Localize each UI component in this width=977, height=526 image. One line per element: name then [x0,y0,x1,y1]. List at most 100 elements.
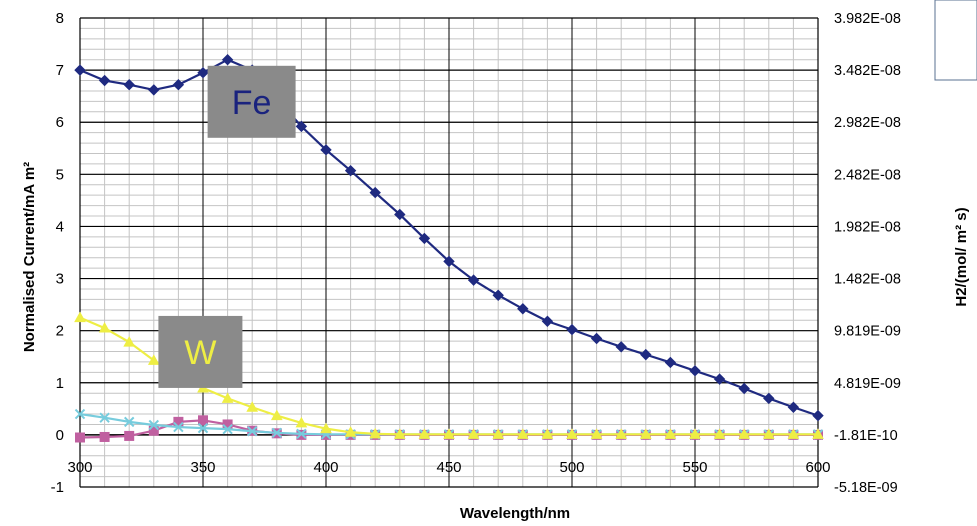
data-point-stroke [148,419,160,431]
y-tick-label: 2 [56,323,64,340]
y-tick-label: 0 [56,427,64,444]
data-point [738,382,750,395]
y-tick-label: 3 [56,271,64,288]
data-point [590,332,603,345]
data-point [344,164,357,177]
y-tick-label: -1 [51,479,64,496]
x-tick-label: 400 [313,459,338,476]
data-point [147,354,160,365]
data-point [689,428,701,439]
data-point [123,336,136,347]
annotation-box [158,315,243,388]
data-point [369,427,382,439]
data-point [270,409,283,421]
data-point [418,428,431,439]
data-point [172,78,185,91]
data-point [271,427,283,439]
data-point [222,423,233,435]
annotation-label: W [184,334,216,372]
y2-tick-label: 1.482E-08 [834,272,901,288]
data-point [296,428,307,440]
data-point [295,120,308,133]
y2-tick-label: 2.482E-08 [834,167,901,183]
data-point [148,419,160,431]
y2-tick-label: 4.819E-09 [834,376,901,392]
data-point [124,430,135,441]
data-point [246,401,259,412]
data-point [197,67,209,79]
series-layer [74,53,824,443]
data-point [222,419,233,430]
data-point [418,232,431,245]
y2-tick-label: -1.81E-10 [834,428,898,444]
data-point [394,208,406,221]
y2-tick-label: 9.819E-09 [834,324,901,340]
series-1 [74,311,824,439]
y2-tick-label: 2.982E-08 [834,115,901,131]
data-point [148,84,160,96]
data-point [295,416,308,428]
data-point [221,392,234,403]
data-point [812,428,824,439]
data-point-stroke [246,426,258,437]
data-point-stroke [271,427,283,439]
data-point-stroke [173,421,184,433]
x-tick-label: 450 [436,459,461,476]
data-point [492,289,504,301]
annotation-label: Fe [232,84,272,122]
data-point [541,428,554,439]
data-point [98,322,111,333]
data-point [246,426,258,437]
data-point [98,74,111,87]
data-point [664,356,677,369]
data-point [492,428,505,439]
data-point [713,373,726,385]
data-point [443,255,455,268]
y2-tick-label: 3.482E-08 [834,63,901,79]
data-point [566,428,578,439]
data-point [221,53,234,66]
x-tick-label: 550 [682,459,707,476]
data-point-stroke [222,423,233,435]
data-point [393,428,406,439]
data-point [197,422,209,434]
data-point [467,428,480,439]
data-point-stroke [99,412,110,423]
data-point-stroke [123,416,135,428]
y-tick-label: 6 [56,114,64,131]
x-tick-label: 600 [805,459,830,476]
y-tick-label: 8 [56,10,64,27]
data-point [762,428,775,439]
y-tick-label: 1 [56,375,64,392]
y2-axis-title: H2/(mol/ m² s) [953,207,970,306]
data-point-stroke [197,422,209,434]
data-point [787,401,800,413]
y2-tick-label: 3.982E-08 [834,11,901,27]
x-axis-title: Wavelength/nm [460,505,570,522]
x-tick-label: 300 [67,459,92,476]
data-point [763,392,775,405]
y-tick-label: 4 [56,218,64,235]
data-point [320,422,332,434]
data-point [640,348,652,361]
data-point [590,428,603,439]
data-point [615,341,627,353]
data-point [173,421,184,433]
data-point [123,416,135,428]
data-point [664,428,677,439]
major-grid [79,17,819,488]
annotation-layer: Fe W [158,65,296,388]
data-point [74,64,86,76]
y-tick-label: 7 [56,62,64,79]
right-edge-frame [934,0,977,81]
y2-tick-label: -5.18E-09 [834,480,898,496]
y-tick-label: 5 [56,166,64,183]
data-point [517,303,529,315]
y2-tick-label: 1.982E-08 [834,219,901,235]
data-point [566,323,578,336]
annotation-w: W [158,315,243,388]
data-point [787,428,800,439]
data-point [639,428,652,439]
data-point [467,274,480,286]
